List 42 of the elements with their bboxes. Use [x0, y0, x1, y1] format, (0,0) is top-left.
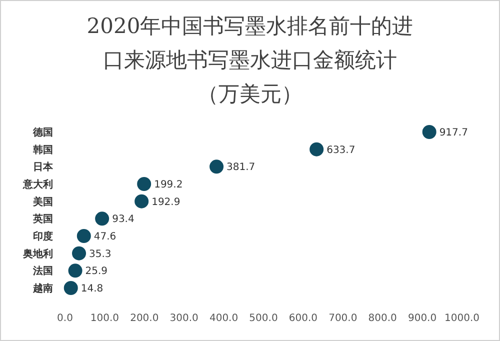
x-tick-label: 600.0	[288, 313, 318, 324]
x-tick-label: 800.0	[368, 313, 397, 324]
data-label: 14.8	[80, 284, 104, 294]
y-tick-label: 日本	[33, 161, 54, 174]
x-tick-label: 900.0	[408, 313, 437, 324]
y-tick-label: 韩国	[32, 144, 53, 156]
y-tick-label: 德国	[32, 126, 53, 138]
point	[421, 124, 438, 140]
x-tick-label: 1000.0	[444, 313, 480, 324]
data-label: 25.9	[85, 266, 108, 278]
x-tick-label: 300.0	[170, 313, 198, 324]
point	[134, 193, 150, 210]
x-tick-label: 100.0	[90, 313, 120, 324]
y-tick-label: 意大利	[22, 178, 53, 190]
point	[136, 176, 152, 192]
x-tick-label: 200.0	[130, 313, 159, 324]
x-tick-label: 700.0	[328, 313, 358, 324]
data-label: 192.9	[152, 196, 180, 208]
y-tick-label: 法国	[32, 265, 53, 278]
data-label: 93.4	[112, 214, 134, 226]
point	[62, 280, 79, 296]
data-label: 381.7	[226, 162, 256, 174]
chart-title: 2020年中国书写墨水排名前十的进口来源地书写墨水进口金额统计（万美元）	[86, 14, 414, 106]
point	[71, 245, 88, 262]
x-tick-label: 500.0	[249, 313, 278, 324]
y-tick-label: 美国	[32, 196, 53, 208]
x-tick-label: 400.0	[209, 313, 238, 324]
data-label: 917.7	[439, 128, 468, 138]
x-tick-label: 0.0	[57, 313, 73, 324]
y-tick-label: 英国	[32, 213, 53, 226]
point	[76, 228, 92, 244]
point	[94, 210, 110, 227]
point	[308, 141, 325, 158]
point	[67, 262, 84, 279]
point	[208, 158, 225, 175]
data-label: 199.2	[154, 180, 183, 190]
y-tick-label: 奥地利	[22, 248, 53, 260]
y-tick-label: 越南	[32, 282, 53, 294]
data-label: 47.6	[94, 232, 116, 242]
data-label: 35.3	[89, 248, 112, 260]
y-tick-label: 印度	[33, 230, 53, 242]
data-label: 633.7	[326, 144, 356, 156]
